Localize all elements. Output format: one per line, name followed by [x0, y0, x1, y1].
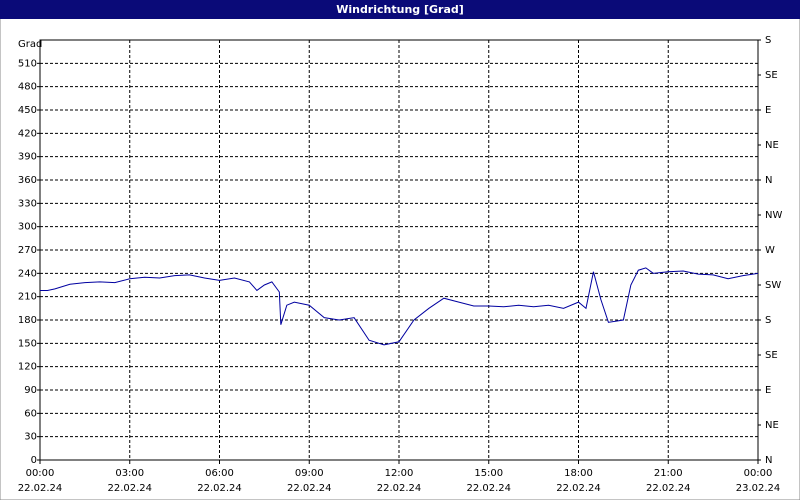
- y-tick-label: 90: [24, 385, 37, 396]
- chart-title: Windrichtung [Grad]: [336, 3, 464, 16]
- x-tick-label: 09:00: [295, 468, 324, 479]
- x-tick-label: 21:00: [654, 468, 683, 479]
- y-tick-label: 120: [18, 362, 37, 373]
- x-tick-label: 06:00: [205, 468, 234, 479]
- y-axis-label: Grad: [18, 39, 42, 50]
- y2-tick-label: S: [765, 315, 771, 326]
- y-tick-label: 420: [18, 128, 37, 139]
- y2-tick-label: N: [765, 175, 772, 186]
- x-tick-date: 22.02.24: [556, 483, 601, 494]
- y-tick-label: 510: [18, 58, 37, 69]
- y2-tick-label: W: [765, 245, 775, 256]
- x-tick-date: 22.02.24: [18, 483, 63, 494]
- y-tick-label: 300: [18, 222, 37, 233]
- y-tick-label: 60: [24, 408, 37, 419]
- y2-tick-label: E: [765, 385, 771, 396]
- y-tick-label: 450: [18, 105, 37, 116]
- plot-frame: [39, 39, 759, 461]
- y2-tick-label: NE: [765, 140, 779, 151]
- y-tick-label: 390: [18, 152, 37, 163]
- y-tick-label: 180: [18, 315, 37, 326]
- y-tick-label: 0: [31, 455, 37, 466]
- x-tick-label: 03:00: [115, 468, 144, 479]
- y-tick-label: 270: [18, 245, 37, 256]
- x-tick-label: 15:00: [474, 468, 503, 479]
- y2-tick-label: NE: [765, 420, 779, 431]
- y2-tick-label: SW: [765, 280, 781, 291]
- x-tick-label: 18:00: [564, 468, 593, 479]
- x-tick-label: 00:00: [744, 468, 773, 479]
- y-tick-label: 360: [18, 175, 37, 186]
- x-tick-label: 12:00: [385, 468, 414, 479]
- x-tick-date: 22.02.24: [287, 483, 332, 494]
- x-tick-date: 22.02.24: [466, 483, 511, 494]
- x-tick-date: 22.02.24: [197, 483, 242, 494]
- x-tick-date: 23.02.24: [736, 483, 781, 494]
- y2-tick-label: SE: [765, 70, 778, 81]
- y-tick-label: 210: [18, 292, 37, 303]
- title-bar: [0, 0, 800, 19]
- y-tick-label: 240: [18, 268, 37, 279]
- series-line: [40, 267, 759, 346]
- x-tick-date: 22.02.24: [107, 483, 152, 494]
- x-tick-label: 00:00: [26, 468, 55, 479]
- y2-tick-label: N: [765, 455, 772, 466]
- y2-tick-label: SE: [765, 350, 778, 361]
- y-tick-label: 480: [18, 82, 37, 93]
- y-tick-label: 330: [18, 198, 37, 209]
- y-tick-label: 150: [18, 338, 37, 349]
- x-tick-date: 22.02.24: [646, 483, 691, 494]
- y2-tick-label: NW: [765, 210, 782, 221]
- x-tick-date: 22.02.24: [377, 483, 422, 494]
- y-tick-label: 30: [24, 432, 37, 443]
- y2-tick-label: S: [765, 35, 771, 46]
- y2-tick-label: E: [765, 105, 771, 116]
